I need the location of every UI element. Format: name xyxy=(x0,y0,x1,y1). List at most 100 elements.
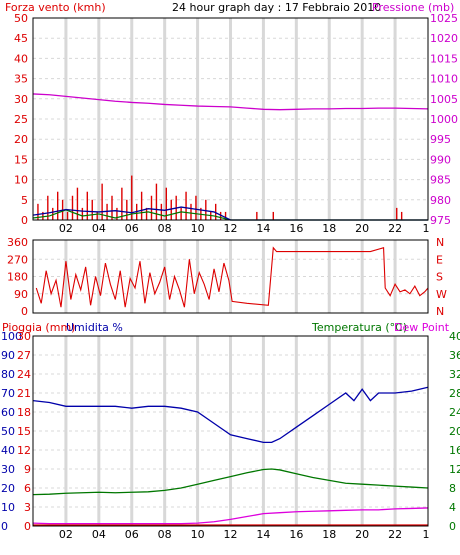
wind-average-line xyxy=(32,206,428,221)
x-tick-label: 20 xyxy=(355,222,369,235)
rain-tick-label: 9 xyxy=(24,463,31,476)
humidity-tick-label: 0 xyxy=(1,520,8,533)
x-tick-label: 14 xyxy=(256,528,270,541)
x-tick-label: 12 xyxy=(224,222,238,235)
temperature-tick-label: 12 xyxy=(449,463,460,476)
pressure-tick-label: 1010 xyxy=(430,73,458,86)
x-tick-label: 10 xyxy=(191,222,205,235)
temperature-tick-label: 20 xyxy=(449,425,460,438)
humidity-tick-label: 60 xyxy=(1,406,15,419)
temperature-axis-label: Temperatura (°C) xyxy=(311,321,407,334)
humidity-tick-label: 100 xyxy=(1,330,22,343)
rain-tick-label: 6 xyxy=(24,482,31,495)
x-tick-label: 02 xyxy=(59,528,73,541)
x-tick-label: 08 xyxy=(158,528,172,541)
humidity-tick-label: 70 xyxy=(1,387,15,400)
temperature-tick-label: 24 xyxy=(449,406,460,419)
x-tick-label: 14 xyxy=(256,222,270,235)
rain-tick-label: 30 xyxy=(17,330,31,343)
rain-tick-label: 24 xyxy=(17,368,31,381)
x-tick-label: 16 xyxy=(289,222,303,235)
dewpoint-axis-label: Dew Point xyxy=(394,321,450,334)
direction-tick-label: 360 xyxy=(7,236,28,249)
tick-labels: 0510152025303540455097598098599099510001… xyxy=(1,12,460,541)
temperature-tick-label: 40 xyxy=(449,330,460,343)
compass-tick-label: W xyxy=(436,288,447,301)
humidity-tick-label: 20 xyxy=(1,482,15,495)
direction-tick-label: 270 xyxy=(7,253,28,266)
rain-tick-label: 15 xyxy=(17,425,31,438)
x-tick-label: 04 xyxy=(92,528,106,541)
pressure-tick-label: 985 xyxy=(430,174,451,187)
humidity-line xyxy=(32,386,429,444)
panel-frame xyxy=(32,17,429,221)
humidity-tick-label: 30 xyxy=(1,463,15,476)
x-tick-label: 18 xyxy=(322,528,336,541)
direction-tick-label: 180 xyxy=(7,271,28,284)
compass-tick-label: S xyxy=(436,271,443,284)
x-tick-label: 06 xyxy=(125,528,139,541)
x-tick-label: 08 xyxy=(158,222,172,235)
x-tick-label: 06 xyxy=(125,222,139,235)
pressure-tick-label: 1015 xyxy=(430,52,458,65)
x-tick-label: 1 xyxy=(423,222,430,235)
pressure-tick-label: 1000 xyxy=(430,113,458,126)
wind-tick-label: 50 xyxy=(14,12,28,25)
temperature-tick-label: 32 xyxy=(449,368,460,381)
pressure-tick-label: 1020 xyxy=(430,32,458,45)
wind-tick-label: 45 xyxy=(14,32,28,45)
chart-title: 24 hour graph day : 17 Febbraio 2010 xyxy=(172,1,381,14)
temperature-line xyxy=(32,468,429,496)
direction-tick-label: 90 xyxy=(14,288,28,301)
wind-tick-label: 20 xyxy=(14,133,28,146)
rain-tick-label: 0 xyxy=(24,520,31,533)
humidity-tick-label: 10 xyxy=(1,501,15,514)
temperature-tick-label: 28 xyxy=(449,387,460,400)
x-tick-label: 1 xyxy=(423,528,430,541)
x-tick-label: 20 xyxy=(355,528,369,541)
wind-tick-label: 5 xyxy=(21,194,28,207)
humidity-tick-label: 90 xyxy=(1,349,15,362)
wind-tick-label: 0 xyxy=(21,214,28,227)
temperature-tick-label: 0 xyxy=(449,520,456,533)
compass-tick-label: N xyxy=(436,236,444,249)
wind-tick-label: 35 xyxy=(14,73,28,86)
wind-direction-line xyxy=(35,246,429,308)
temperature-tick-label: 4 xyxy=(449,501,456,514)
humidity-tick-label: 40 xyxy=(1,444,15,457)
pressure-axis-label: Pressione (mb) xyxy=(372,1,454,14)
rain-tick-label: 18 xyxy=(17,406,31,419)
pressure-tick-label: 1005 xyxy=(430,93,458,106)
x-tick-label: 16 xyxy=(289,528,303,541)
panel-frame xyxy=(32,335,429,527)
x-tick-label: 02 xyxy=(59,222,73,235)
pressure-tick-label: 980 xyxy=(430,194,451,207)
pressure-tick-label: 1025 xyxy=(430,12,458,25)
temperature-tick-label: 8 xyxy=(449,482,456,495)
wind-tick-label: 15 xyxy=(14,153,28,166)
compass-tick-label: N xyxy=(436,305,444,318)
x-tick-label: 18 xyxy=(322,222,336,235)
pressure-tick-label: 975 xyxy=(430,214,451,227)
x-tick-label: 10 xyxy=(191,528,205,541)
wind-tick-label: 10 xyxy=(14,174,28,187)
x-tick-label: 04 xyxy=(92,222,106,235)
wind-tick-label: 30 xyxy=(14,93,28,106)
rain-tick-label: 21 xyxy=(17,387,31,400)
rain-tick-label: 27 xyxy=(17,349,31,362)
wind-green-line xyxy=(32,209,428,221)
grid-lines xyxy=(33,18,428,526)
panel-frames xyxy=(32,17,429,527)
pressure-tick-label: 995 xyxy=(430,133,451,146)
humidity-tick-label: 50 xyxy=(1,425,15,438)
direction-tick-label: 0 xyxy=(21,305,28,318)
temperature-tick-label: 16 xyxy=(449,444,460,457)
dewpoint-line xyxy=(32,507,429,525)
wind-axis-label: Forza vento (kmh) xyxy=(5,1,106,14)
pressure-line xyxy=(32,93,429,111)
compass-tick-label: E xyxy=(436,253,443,266)
panel-frame xyxy=(32,239,429,314)
rain-tick-label: 12 xyxy=(17,444,31,457)
humidity-tick-label: 80 xyxy=(1,368,15,381)
